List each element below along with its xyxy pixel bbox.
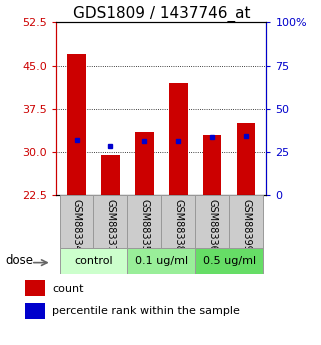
- Text: dose: dose: [5, 254, 34, 267]
- Bar: [101, 155, 120, 195]
- Text: GSM88336: GSM88336: [207, 199, 217, 252]
- Bar: [195, 195, 229, 248]
- Text: GSM88338: GSM88338: [173, 199, 183, 252]
- Bar: [135, 132, 154, 195]
- Title: GDS1809 / 1437746_at: GDS1809 / 1437746_at: [73, 6, 250, 22]
- Bar: [237, 123, 256, 195]
- Text: GSM88399: GSM88399: [241, 199, 251, 252]
- Bar: [127, 248, 195, 274]
- Bar: [25, 303, 45, 319]
- Bar: [161, 195, 195, 248]
- Text: control: control: [74, 256, 113, 266]
- Text: 0.1 ug/ml: 0.1 ug/ml: [135, 256, 188, 266]
- Text: count: count: [53, 284, 84, 294]
- Bar: [203, 135, 221, 195]
- Bar: [60, 195, 93, 248]
- Bar: [25, 280, 45, 296]
- Text: 0.5 ug/ml: 0.5 ug/ml: [203, 256, 256, 266]
- Bar: [127, 195, 161, 248]
- Bar: [229, 195, 263, 248]
- Bar: [60, 248, 127, 274]
- Text: GSM88335: GSM88335: [139, 199, 149, 252]
- Bar: [195, 248, 263, 274]
- Text: percentile rank within the sample: percentile rank within the sample: [53, 306, 240, 316]
- Text: GSM88334: GSM88334: [72, 199, 82, 252]
- Bar: [67, 54, 86, 195]
- Text: GSM88337: GSM88337: [105, 199, 116, 252]
- Bar: [169, 83, 187, 195]
- Bar: [93, 195, 127, 248]
